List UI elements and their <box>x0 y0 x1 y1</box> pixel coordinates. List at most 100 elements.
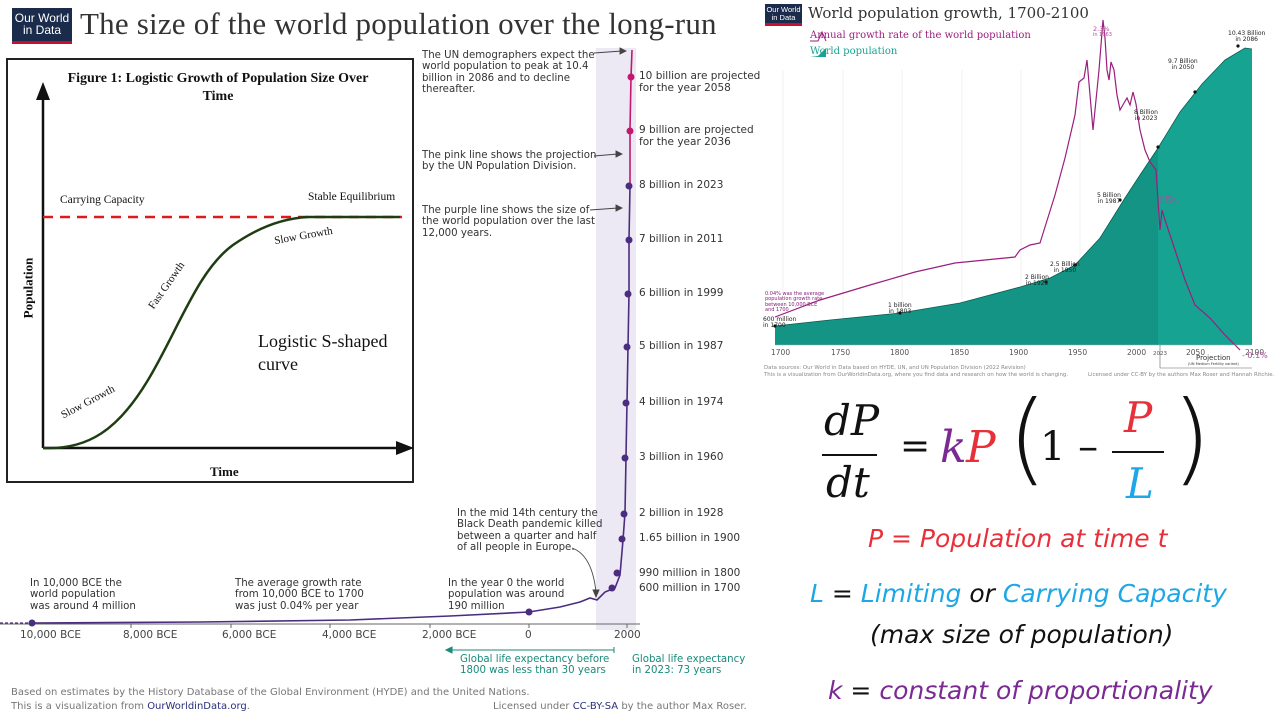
x-tick-8000bce: 8,000 BCE <box>123 629 178 641</box>
eq-fraction-bar-right <box>1112 451 1164 453</box>
eq-fraction-bar-left <box>822 454 877 456</box>
x-tick-2000bce: 2,000 BCE <box>422 629 477 641</box>
life-expectancy-2023: Global life expectancy in 2023: 73 years <box>632 654 746 677</box>
logistic-title: Figure 1: Logistic Growth of Population … <box>67 71 369 104</box>
logistic-figure: Figure 1: Logistic Growth of Population … <box>6 58 414 483</box>
annotation-average-growth: The average growth rate from 10,000 BCE … <box>235 578 364 612</box>
y-axis-arrow <box>36 82 50 100</box>
gpt-1b: 1 billion in 1803 <box>888 302 912 315</box>
eq-den-L: L <box>1126 459 1154 508</box>
life-expectancy-arrow <box>444 646 615 654</box>
peak-rate-label: 2.3% in 1963 <box>1093 25 1112 38</box>
owid-link[interactable]: OurWorldinData.org <box>147 700 247 712</box>
gx-tick-2100: 2100 <box>1245 348 1265 357</box>
x-tick-4000bce: 4,000 BCE <box>322 629 377 641</box>
gpt-9-7b: 9.7 Billion in 2050 <box>1168 58 1198 71</box>
license-link[interactable]: CC-BY-SA <box>572 701 619 712</box>
annotation-year-zero: In the year 0 the world population was a… <box>448 578 565 612</box>
x-tick-2000: 2000 <box>614 629 641 641</box>
milestone-points <box>28 73 635 627</box>
owid-logo-small: Our World in Data <box>765 4 802 26</box>
carrying-capacity-label: Carrying Capacity <box>60 194 145 206</box>
gpt-2b: 2 Billion in 1925 <box>1025 274 1049 287</box>
milestone-label-9b: 9 billion are projected for the year 2036 <box>639 124 754 148</box>
gx-tick-1800: 1800 <box>890 348 910 357</box>
s-curve-label: Logistic S-shaped curve <box>258 331 388 374</box>
x-tick-0: 0 <box>525 629 532 641</box>
projection-line <box>629 49 633 186</box>
stable-equilibrium-label: Stable Equilibrium <box>308 191 396 203</box>
eq-one-minus: 1 – <box>1040 424 1099 470</box>
milestone-label-1-65b: 1.65 billion in 1900 <box>639 532 741 544</box>
milestone-label-4b: 4 billion in 1974 <box>639 396 724 408</box>
legend-growth-rate: Annual growth rate of the world populati… <box>810 30 1031 41</box>
milestone-label-7b: 7 billion in 2011 <box>639 233 724 245</box>
definition-P: P = Population at time t <box>868 524 1168 553</box>
population-legend-icon <box>810 48 826 57</box>
s-curve <box>42 215 400 450</box>
x-tick-10000bce: 10,000 BCE <box>20 629 82 641</box>
x-axis-ticks <box>130 624 628 628</box>
annotation-black-death: In the mid 14th century the Black Death … <box>457 508 603 554</box>
milestone-label-6b: 6 billion in 1999 <box>639 287 724 299</box>
annotation-un-peak: The UN demographers expect the world pop… <box>422 50 595 96</box>
footer-license: Licensed under CC-BY-SA by the author Ma… <box>493 701 747 712</box>
eq-num-P: P <box>1124 393 1153 442</box>
definition-L-parenthetical: (max size of population) <box>870 620 1174 649</box>
milestone-label-2b: 2 billion in 1928 <box>639 507 724 519</box>
gx-tick-1950: 1950 <box>1068 348 1088 357</box>
page-title: The size of the world population over th… <box>80 6 717 41</box>
milestone-label-5b: 5 billion in 1987 <box>639 340 724 352</box>
eq-P: P <box>966 422 996 473</box>
rate-2023-label: 0.8% in 2023 <box>1160 195 1177 207</box>
gx-tick-2000: 2000 <box>1127 348 1147 357</box>
population-area-historical <box>775 148 1158 345</box>
gpt-2-5b: 2.5 Billion in 1950 <box>1050 261 1080 274</box>
x-axis-label: Time <box>210 464 239 479</box>
x-tick-6000bce: 6,000 BCE <box>222 629 277 641</box>
growth-chart <box>773 19 1253 369</box>
annotation-pink-line: The pink line shows the projection by th… <box>422 150 597 173</box>
growth-chart-source: Data sources: Our World in Data based on… <box>764 365 1069 379</box>
gx-tick-1700: 1700 <box>771 348 791 357</box>
milestone-label-990m: 990 million in 1800 <box>639 567 741 579</box>
long-run-chart <box>0 47 640 654</box>
projection-sublabel: (UN Medium Fertility variant) <box>1188 362 1239 366</box>
projection-label: Projection <box>1196 354 1231 362</box>
annotation-purple-line: The purple line shows the size of the wo… <box>422 205 595 239</box>
legend-world-population: World population <box>810 46 898 57</box>
eq-open-paren: ( <box>1008 379 1048 496</box>
growth-chart-license: Licensed under CC-BY by the authors Max … <box>1088 372 1275 378</box>
milestone-label-8b: 8 billion in 2023 <box>639 179 724 191</box>
definition-L: L = Limiting or Carrying Capacity <box>810 579 1227 608</box>
life-expectancy-before-1800: Global life expectancy before 1800 was l… <box>460 654 610 677</box>
growth-rate-line <box>774 19 1241 351</box>
logistic-chart <box>36 82 414 455</box>
eq-equals: = <box>900 426 931 467</box>
eq-dt: dt <box>826 458 870 507</box>
eq-dP: dP <box>824 396 880 445</box>
milestone-label-3b: 3 billion in 1960 <box>639 451 724 463</box>
logo-line-2: in Data <box>22 23 62 37</box>
gpt-5b: 5 Billion in 1987 <box>1097 192 1121 205</box>
gx-tick-1850: 1850 <box>950 348 970 357</box>
gpt-8b: 8 Billion in 2023 <box>1134 109 1158 122</box>
population-points <box>773 44 1240 328</box>
early-rate-note: 0.04% was the average population growth … <box>765 291 825 313</box>
logo-line-1: Our World <box>14 11 70 25</box>
rate-2100-label: - 0.1% <box>1242 351 1268 360</box>
x-axis-arrow <box>396 441 414 455</box>
milestone-label-10b: 10 billion are projected for the year 205… <box>639 70 761 94</box>
footer-source: Based on estimates by the History Databa… <box>11 687 530 712</box>
gpt-10-43b: 10.43 Billion in 2086 <box>1228 30 1266 43</box>
annotation-10000-bce: In 10,000 BCE the world population was a… <box>30 578 136 612</box>
owid-logo: Our World in Data <box>12 8 72 44</box>
gx-marker-2023: 2023 <box>1153 351 1167 357</box>
milestone-label-600m: 600 million in 1700 <box>639 582 741 594</box>
growth-rate-legend-icon <box>810 30 827 42</box>
eq-close-paren: ) <box>1172 379 1212 496</box>
eq-k: k <box>940 422 967 473</box>
growth-chart-title: World population growth, 1700-2100 <box>808 4 1089 22</box>
gx-tick-2050: 2050 <box>1186 348 1206 357</box>
gx-tick-1750: 1750 <box>831 348 851 357</box>
